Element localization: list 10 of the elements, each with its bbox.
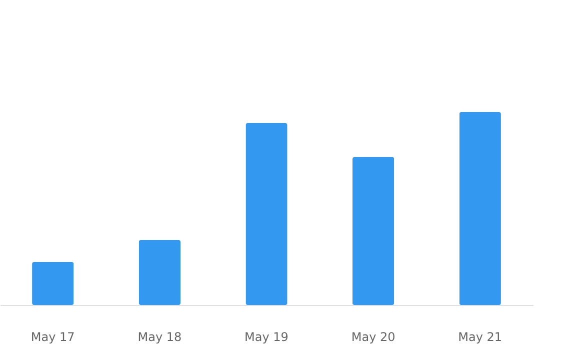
bar [32, 262, 74, 305]
x-tick-label: May 20 [351, 330, 396, 344]
bar [246, 123, 288, 305]
x-tick-label: May 21 [458, 330, 502, 344]
bar [352, 156, 394, 305]
bar [138, 240, 181, 305]
x-tick-label: May 18 [138, 330, 182, 344]
x-tick-label: May 19 [244, 330, 288, 344]
bar [459, 112, 501, 305]
x-tick-label: May 17 [30, 330, 75, 344]
